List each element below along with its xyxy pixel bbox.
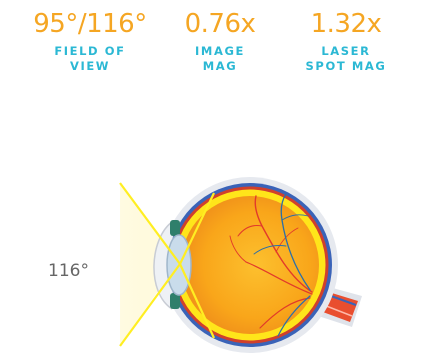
field-of-view-label-line1: FIELD OF [54, 44, 126, 58]
image-mag-stat: 0.76x IMAGE MAG [172, 4, 268, 74]
field-of-view-value: 95°/116° [33, 9, 147, 39]
image-mag-label-line2: MAG [202, 59, 238, 73]
retinal-blood-vessels [229, 193, 313, 337]
laser-spot-mag-stat: 1.32x LASER SPOT MAG [286, 4, 406, 74]
iris-upper [170, 220, 180, 236]
eye-cross-section-diagram [119, 177, 362, 353]
field-angle-label: 116° [48, 261, 89, 281]
field-of-view-stat: 95°/116° FIELD OF VIEW [24, 4, 156, 74]
cornea [153, 221, 173, 310]
image-mag-label-line1: IMAGE [195, 44, 245, 58]
image-mag-value: 0.76x [184, 9, 256, 39]
iris-lower [170, 293, 180, 309]
laser-spot-mag-label-line1: LASER [321, 44, 371, 58]
laser-spot-mag-value: 1.32x [310, 9, 382, 39]
laser-spot-mag-label-line2: SPOT MAG [305, 59, 387, 73]
field-of-view-label-line2: VIEW [69, 59, 111, 73]
light-beams [119, 182, 215, 347]
light-cone [120, 183, 178, 346]
